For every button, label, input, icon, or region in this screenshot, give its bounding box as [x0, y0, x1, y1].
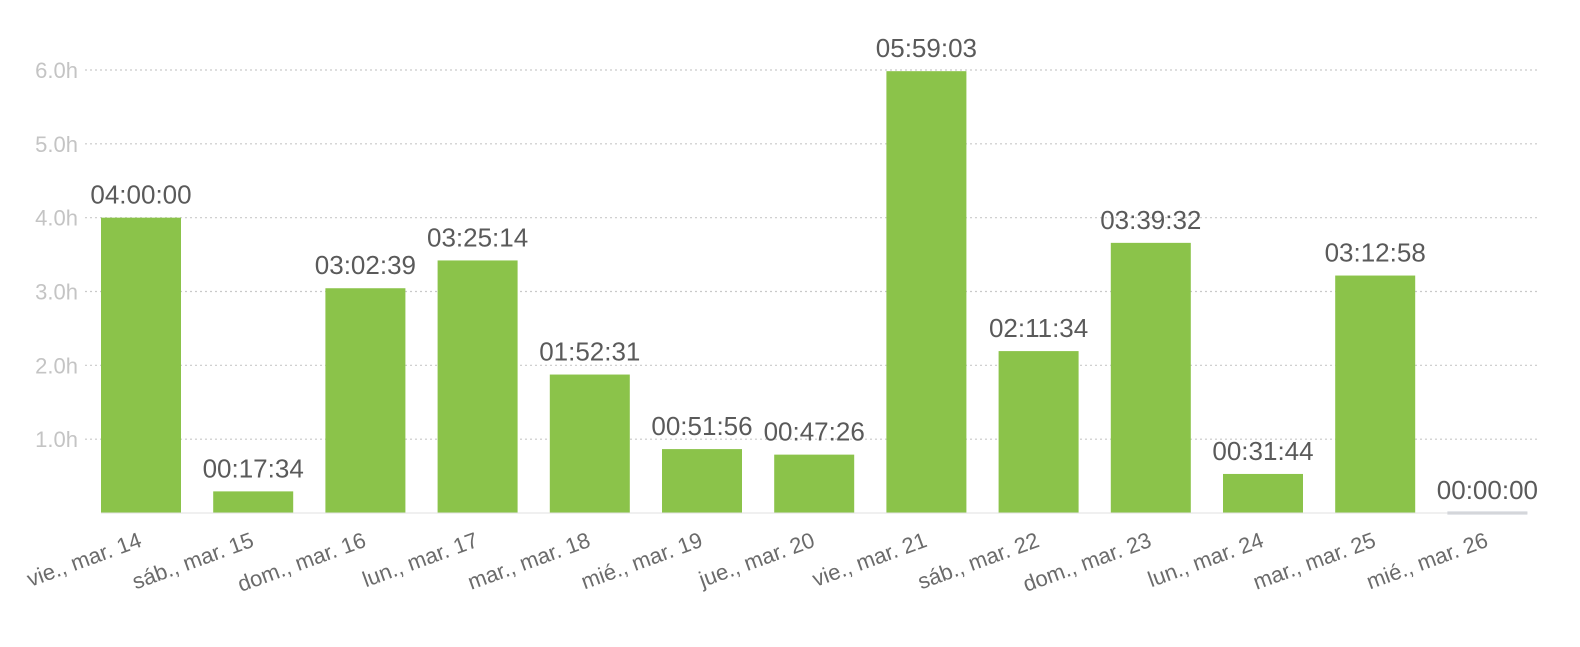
y-tick-label: 6.0h: [35, 58, 78, 83]
gridlines: [85, 69, 1540, 440]
data-label: 02:11:34: [989, 313, 1088, 343]
bar: [1110, 242, 1191, 514]
bar: [1223, 473, 1303, 513]
data-label: 03:02:39: [315, 250, 416, 280]
x-tick-label: mar., mar. 18: [464, 527, 593, 594]
data-label: 03:12:58: [1325, 238, 1426, 268]
value-labels: 04:00:00 00:17:34 03:02:39 03:25:14 01:52:31…: [90, 33, 1538, 505]
x-tick-label: vie., mar. 14: [24, 527, 145, 591]
x-tick-label: dom., mar. 23: [1020, 527, 1155, 596]
y-axis-ticks: 1.0h 2.0h 3.0h 4.0h 5.0h 6.0h: [35, 58, 78, 452]
y-tick-label: 1.0h: [35, 427, 78, 452]
data-label: 00:51:56: [651, 411, 752, 441]
y-tick-label: 4.0h: [35, 206, 78, 231]
y-tick-label: 3.0h: [35, 280, 78, 305]
data-label: 00:47:26: [764, 417, 865, 447]
bar: [886, 71, 967, 513]
data-label: 03:39:32: [1100, 205, 1201, 235]
x-tick-label: dom., mar. 16: [234, 527, 369, 596]
x-tick-label: lun., mar. 24: [1144, 527, 1266, 592]
x-tick-label: mié., mar. 19: [578, 527, 706, 594]
y-tick-label: 2.0h: [35, 353, 78, 378]
x-tick-label: mar., mar. 25: [1250, 527, 1379, 594]
data-label: 04:00:00: [90, 180, 191, 210]
bar: [437, 260, 518, 513]
x-tick-label: jue., mar. 20: [695, 527, 818, 592]
data-label: 00:17:34: [203, 453, 304, 483]
bar: [662, 449, 742, 513]
bars: [101, 71, 1528, 515]
bar: [774, 454, 855, 513]
data-label: 03:25:14: [427, 222, 528, 252]
x-tick-label: vie., mar. 21: [809, 527, 930, 591]
bar: [998, 351, 1079, 513]
x-tick-label: lun., mar. 17: [359, 527, 481, 592]
bar: [549, 374, 630, 513]
bar: [213, 491, 294, 513]
x-tick-label: mié., mar. 26: [1363, 527, 1491, 594]
y-tick-label: 5.0h: [35, 132, 78, 157]
data-label: 01:52:31: [539, 337, 640, 367]
bar: [1335, 275, 1416, 513]
data-label: 05:59:03: [876, 33, 977, 63]
data-label: 00:00:00: [1437, 475, 1538, 505]
data-label: 00:31:44: [1212, 436, 1313, 466]
bar: [101, 217, 181, 513]
bar: [325, 288, 406, 513]
